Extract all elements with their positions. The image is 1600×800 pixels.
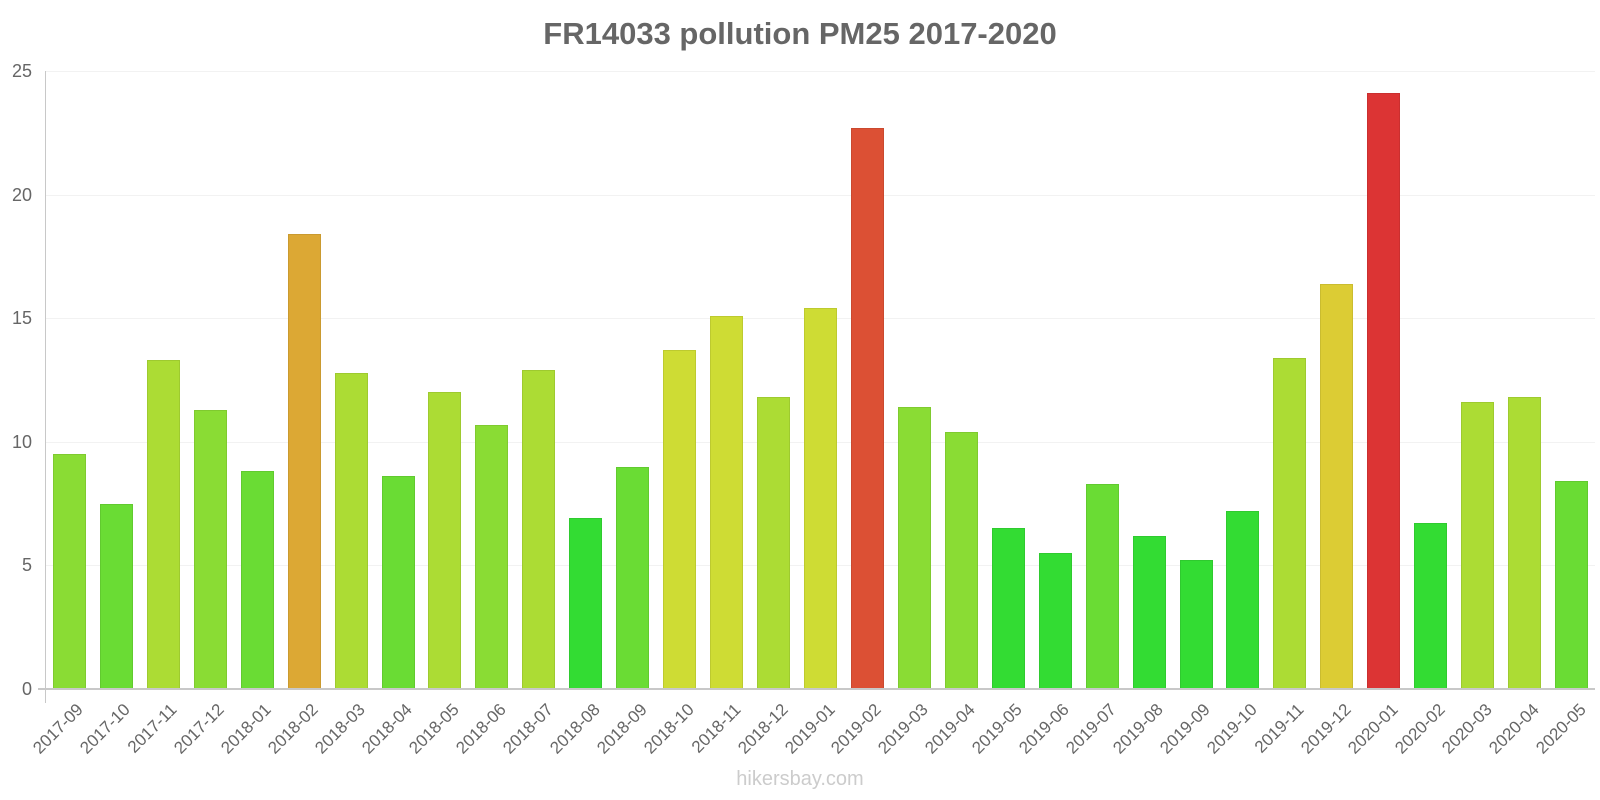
bar-2017-11[interactable] xyxy=(146,360,180,689)
plot-area xyxy=(46,71,1595,689)
x-tick-label: 2018-06 xyxy=(452,700,510,758)
x-tick-label: 2018-11 xyxy=(687,700,745,757)
y-tick-label: 10 xyxy=(11,432,32,452)
x-tick-label: 2019-06 xyxy=(1015,700,1074,758)
x-tick-label: 2018-09 xyxy=(593,700,651,758)
bar-2018-05[interactable] xyxy=(428,392,462,689)
x-tick-label: 2017-09 xyxy=(29,700,88,758)
x-tick-label: 2020-04 xyxy=(1484,700,1543,758)
bar-2019-10[interactable] xyxy=(1226,511,1260,689)
bar-2019-08[interactable] xyxy=(1132,535,1166,689)
x-tick-label: 2018-12 xyxy=(733,700,792,758)
gridline xyxy=(46,71,1595,72)
x-tick-label: 2018-04 xyxy=(358,700,416,758)
bar-2019-06[interactable] xyxy=(1038,553,1072,689)
x-tick-label: 2018-01 xyxy=(217,700,276,758)
x-tick-label: 2018-05 xyxy=(405,700,463,758)
chart-title: FR14033 pollution PM25 2017-2020 xyxy=(543,16,1057,51)
bar-2018-03[interactable] xyxy=(334,372,368,689)
bar-2018-10[interactable] xyxy=(663,350,697,689)
bar-2018-02[interactable] xyxy=(287,234,321,689)
gridline xyxy=(46,195,1595,196)
bar-2018-09[interactable] xyxy=(616,466,650,689)
x-tick-label: 2020-01 xyxy=(1344,700,1402,758)
x-tick-label: 2019-10 xyxy=(1203,700,1261,758)
bar-2018-07[interactable] xyxy=(522,370,556,689)
x-tick-label: 2019-09 xyxy=(1156,700,1214,758)
bar-2017-12[interactable] xyxy=(193,409,227,689)
bar-2018-04[interactable] xyxy=(381,476,415,689)
x-tick-label: 2018-02 xyxy=(264,700,322,758)
bar-2019-11[interactable] xyxy=(1273,357,1307,689)
bar-2018-06[interactable] xyxy=(475,424,509,689)
x-tick-label: 2019-07 xyxy=(1062,700,1120,758)
x-tick-label: 2019-11 xyxy=(1250,700,1308,757)
x-tick-label: 2019-05 xyxy=(968,700,1027,758)
bar-2018-11[interactable] xyxy=(710,315,744,689)
y-tick-label: 15 xyxy=(11,308,32,328)
bar-2020-04[interactable] xyxy=(1508,397,1542,689)
bar-2018-12[interactable] xyxy=(757,397,791,689)
y-tick-label: 0 xyxy=(21,679,32,699)
x-tick-label: 2017-10 xyxy=(76,700,135,758)
bar-2018-01[interactable] xyxy=(240,471,274,689)
x-tick-label: 2018-10 xyxy=(639,700,698,758)
watermark: hikersbay.com xyxy=(736,768,864,790)
y-axis-line xyxy=(45,71,46,703)
x-tick-label: 2017-12 xyxy=(170,700,229,758)
x-tick-label: 2017-11 xyxy=(124,700,181,757)
bar-2017-09[interactable] xyxy=(52,454,86,689)
bar-2019-05[interactable] xyxy=(991,528,1025,689)
x-tick-label: 2020-02 xyxy=(1390,700,1449,758)
bar-2019-02[interactable] xyxy=(850,127,884,689)
bar-2019-12[interactable] xyxy=(1320,283,1354,689)
x-tick-label: 2018-08 xyxy=(546,700,604,758)
y-tick-label: 25 xyxy=(11,61,32,81)
bar-2017-10[interactable] xyxy=(99,503,133,689)
bar-2019-01[interactable] xyxy=(804,308,837,689)
y-tick-label: 20 xyxy=(11,185,32,205)
x-tick-label: 2019-12 xyxy=(1297,700,1355,758)
x-tick-label: 2019-08 xyxy=(1109,700,1167,758)
bar-2019-07[interactable] xyxy=(1085,483,1119,689)
x-axis-line xyxy=(38,688,1595,690)
x-tick-label: 2019-04 xyxy=(921,700,980,758)
x-tick-label: 2018-07 xyxy=(499,700,557,758)
y-tick-label: 5 xyxy=(21,555,32,575)
x-tick-label: 2018-03 xyxy=(311,700,369,758)
x-tick-label: 2019-03 xyxy=(874,700,933,758)
bar-2020-05[interactable] xyxy=(1555,481,1589,689)
bar-2019-03[interactable] xyxy=(897,407,931,689)
bar-2020-03[interactable] xyxy=(1461,402,1495,689)
x-tick-label: 2019-01 xyxy=(780,700,839,758)
x-tick-label: 2020-03 xyxy=(1437,700,1496,758)
bar-2018-08[interactable] xyxy=(569,518,603,689)
bar-2019-04[interactable] xyxy=(944,431,978,689)
bar-2020-01[interactable] xyxy=(1367,93,1401,689)
bar-2020-02[interactable] xyxy=(1414,523,1448,689)
x-tick-label: 2019-02 xyxy=(827,700,886,758)
bar-2019-09[interactable] xyxy=(1179,560,1213,689)
x-tick-label: 2020-05 xyxy=(1531,700,1590,758)
